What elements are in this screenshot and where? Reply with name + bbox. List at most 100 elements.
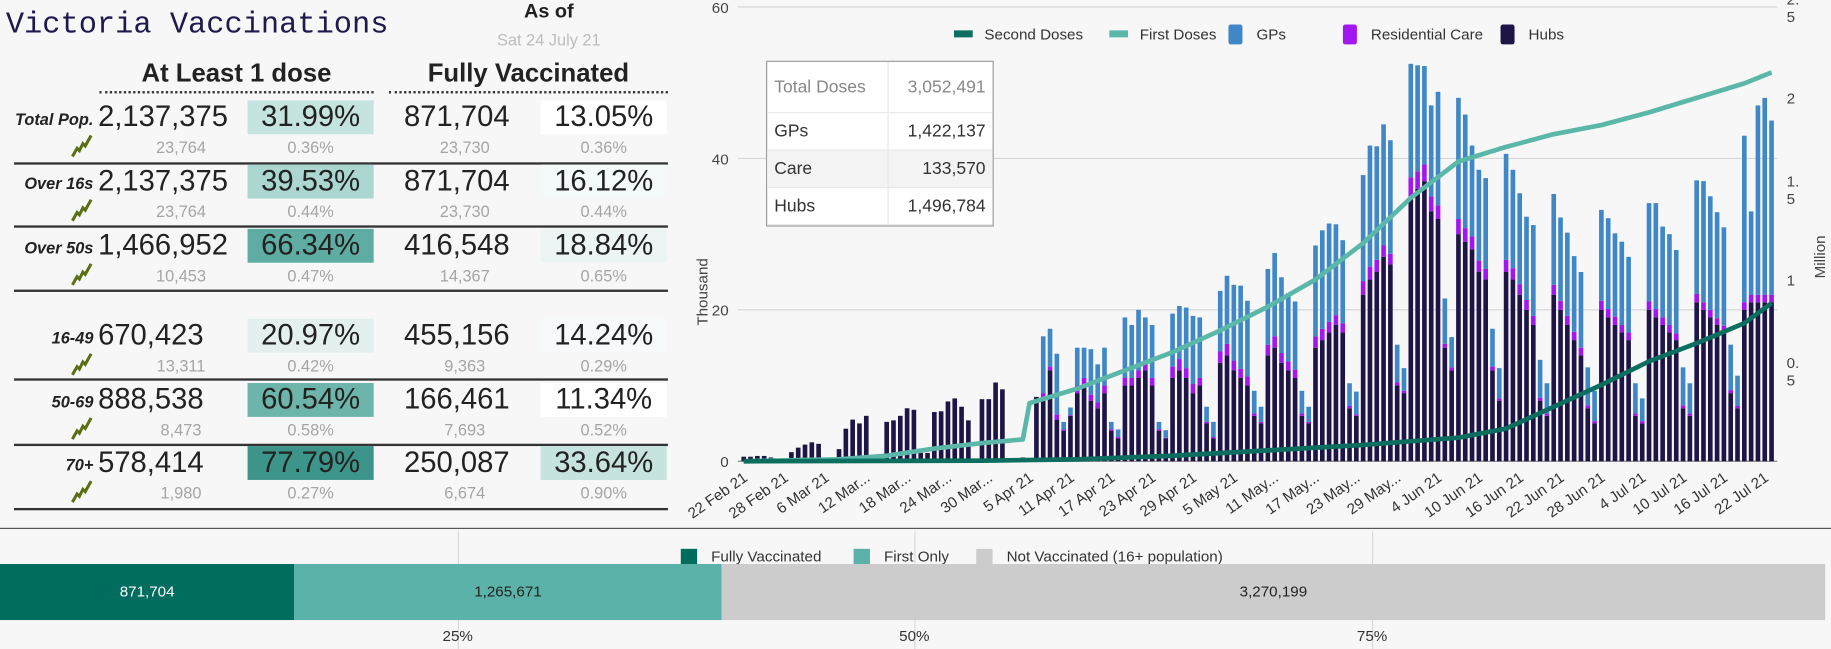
bar-gps xyxy=(1156,421,1162,430)
trend-up-icon xyxy=(71,353,93,376)
bar-hubs xyxy=(1558,309,1563,462)
bar-care xyxy=(1694,293,1699,303)
bar-care xyxy=(1503,259,1509,272)
row-divider xyxy=(14,225,668,228)
bar-care xyxy=(1558,300,1563,310)
bar-care xyxy=(1578,347,1584,356)
bar-care xyxy=(1163,437,1169,439)
y2-axis-title: Million xyxy=(1812,235,1829,278)
bar-care xyxy=(1619,324,1625,333)
bar-care xyxy=(1496,398,1502,401)
bar-care xyxy=(1197,377,1203,386)
bar-hubs xyxy=(1265,355,1271,462)
legend-label: Not Vaccinated (16+ population) xyxy=(1006,547,1223,566)
bar-gps xyxy=(1721,227,1727,326)
dose1-delta: 23,764 xyxy=(155,202,206,221)
bar-care xyxy=(1211,437,1216,439)
bar-gps xyxy=(1367,145,1373,267)
bar-gps xyxy=(1204,406,1209,422)
dose1-percent-delta: 0.47% xyxy=(287,266,334,285)
bar-hubs xyxy=(1755,302,1761,462)
bar-hubs xyxy=(1088,400,1094,462)
bar-care xyxy=(1333,315,1339,325)
bar-care xyxy=(1143,362,1148,371)
bar-gps xyxy=(1319,230,1325,329)
bar-gps xyxy=(1333,224,1339,316)
dose1-percent-delta: 0.36% xyxy=(287,137,334,157)
tooltip-value: 1,496,784 xyxy=(887,187,993,226)
bar-care xyxy=(1102,385,1107,394)
bar-hubs xyxy=(1626,340,1631,462)
bar-gps xyxy=(1599,209,1604,301)
legend-fully-vaccinated[interactable]: Fully Vaccinated xyxy=(680,548,821,565)
bar-care xyxy=(1456,218,1461,235)
bar-care xyxy=(1714,318,1720,325)
y-tick-label: 20 xyxy=(712,303,729,320)
bar-care xyxy=(1469,236,1475,250)
legend-not-vaccinated[interactable]: Not Vaccinated (16+ population) xyxy=(976,547,1223,566)
bar-gps xyxy=(1680,367,1686,406)
legend-first-only[interactable]: First Only xyxy=(853,547,949,566)
bar-care xyxy=(1360,281,1366,295)
header-at-least-one-dose: At Least 1 dose xyxy=(99,58,374,94)
bar-gps xyxy=(1292,301,1298,370)
bar-care xyxy=(1769,294,1774,303)
bar-hubs xyxy=(1143,370,1148,462)
bar-care xyxy=(1136,370,1141,378)
bar-hubs xyxy=(1646,309,1652,462)
bar-hubs xyxy=(1122,385,1128,462)
full-count: 250,087 xyxy=(404,446,510,479)
bar-hubs xyxy=(911,409,917,462)
bar-care xyxy=(1605,309,1611,318)
bar-care xyxy=(1149,377,1155,386)
bar-fully-vaccinated[interactable]: 871,704 xyxy=(0,564,295,621)
bar-gps xyxy=(1401,368,1407,391)
bar-hubs xyxy=(1177,370,1182,462)
bar-gps xyxy=(1258,406,1264,422)
bar-care xyxy=(1306,421,1312,424)
bar-gps xyxy=(1313,245,1318,337)
bar-hubs xyxy=(1245,385,1250,462)
bar-gps xyxy=(1224,275,1230,344)
bar-care xyxy=(1156,429,1162,431)
bar-hubs xyxy=(1462,241,1468,462)
bar-first-only[interactable]: 1,265,671 xyxy=(294,564,722,621)
bar-gps xyxy=(1136,309,1141,371)
bar-hubs xyxy=(1551,294,1557,462)
bar-gps xyxy=(1054,353,1060,415)
bar-care xyxy=(1748,294,1754,303)
bar-not-vaccinated[interactable]: 3,270,199 xyxy=(721,564,1826,621)
legend-label: First Only xyxy=(883,547,949,566)
bar-gps xyxy=(1701,181,1706,303)
bar-care xyxy=(1170,366,1175,378)
bar-care xyxy=(1279,352,1284,363)
bar-gps xyxy=(1646,203,1652,302)
bar-hubs xyxy=(1299,415,1305,462)
bar-gps xyxy=(1394,344,1400,383)
bar-care xyxy=(1245,376,1250,386)
bar-hubs xyxy=(1313,347,1318,462)
as-of-label: As of xyxy=(524,0,574,23)
bar-gps xyxy=(1211,421,1216,438)
bar-care xyxy=(1388,253,1393,265)
bar-hubs xyxy=(1537,400,1543,462)
bar-care xyxy=(1633,413,1638,416)
y-tick-label: 60 xyxy=(712,0,729,17)
bar-care xyxy=(1639,421,1645,424)
full-delta: 6,674 xyxy=(444,483,486,503)
legend-swatch-icon xyxy=(1500,24,1515,45)
bar-gps xyxy=(1565,232,1570,316)
dose1-count: 2,137,375 xyxy=(98,100,228,134)
bar-gps xyxy=(1619,241,1625,325)
bar-hubs xyxy=(1388,264,1393,462)
bar-hubs xyxy=(1442,347,1448,462)
bar-hubs xyxy=(959,406,964,462)
bar-gps xyxy=(1571,256,1577,332)
bar-care xyxy=(1381,245,1386,257)
dose1-delta: 13,311 xyxy=(156,356,206,375)
bar-hubs xyxy=(918,452,924,462)
bar-hubs xyxy=(1612,324,1618,462)
legend-label: Second Doses xyxy=(984,27,1083,44)
bar-care xyxy=(1524,299,1529,310)
bar-care xyxy=(1626,332,1631,341)
